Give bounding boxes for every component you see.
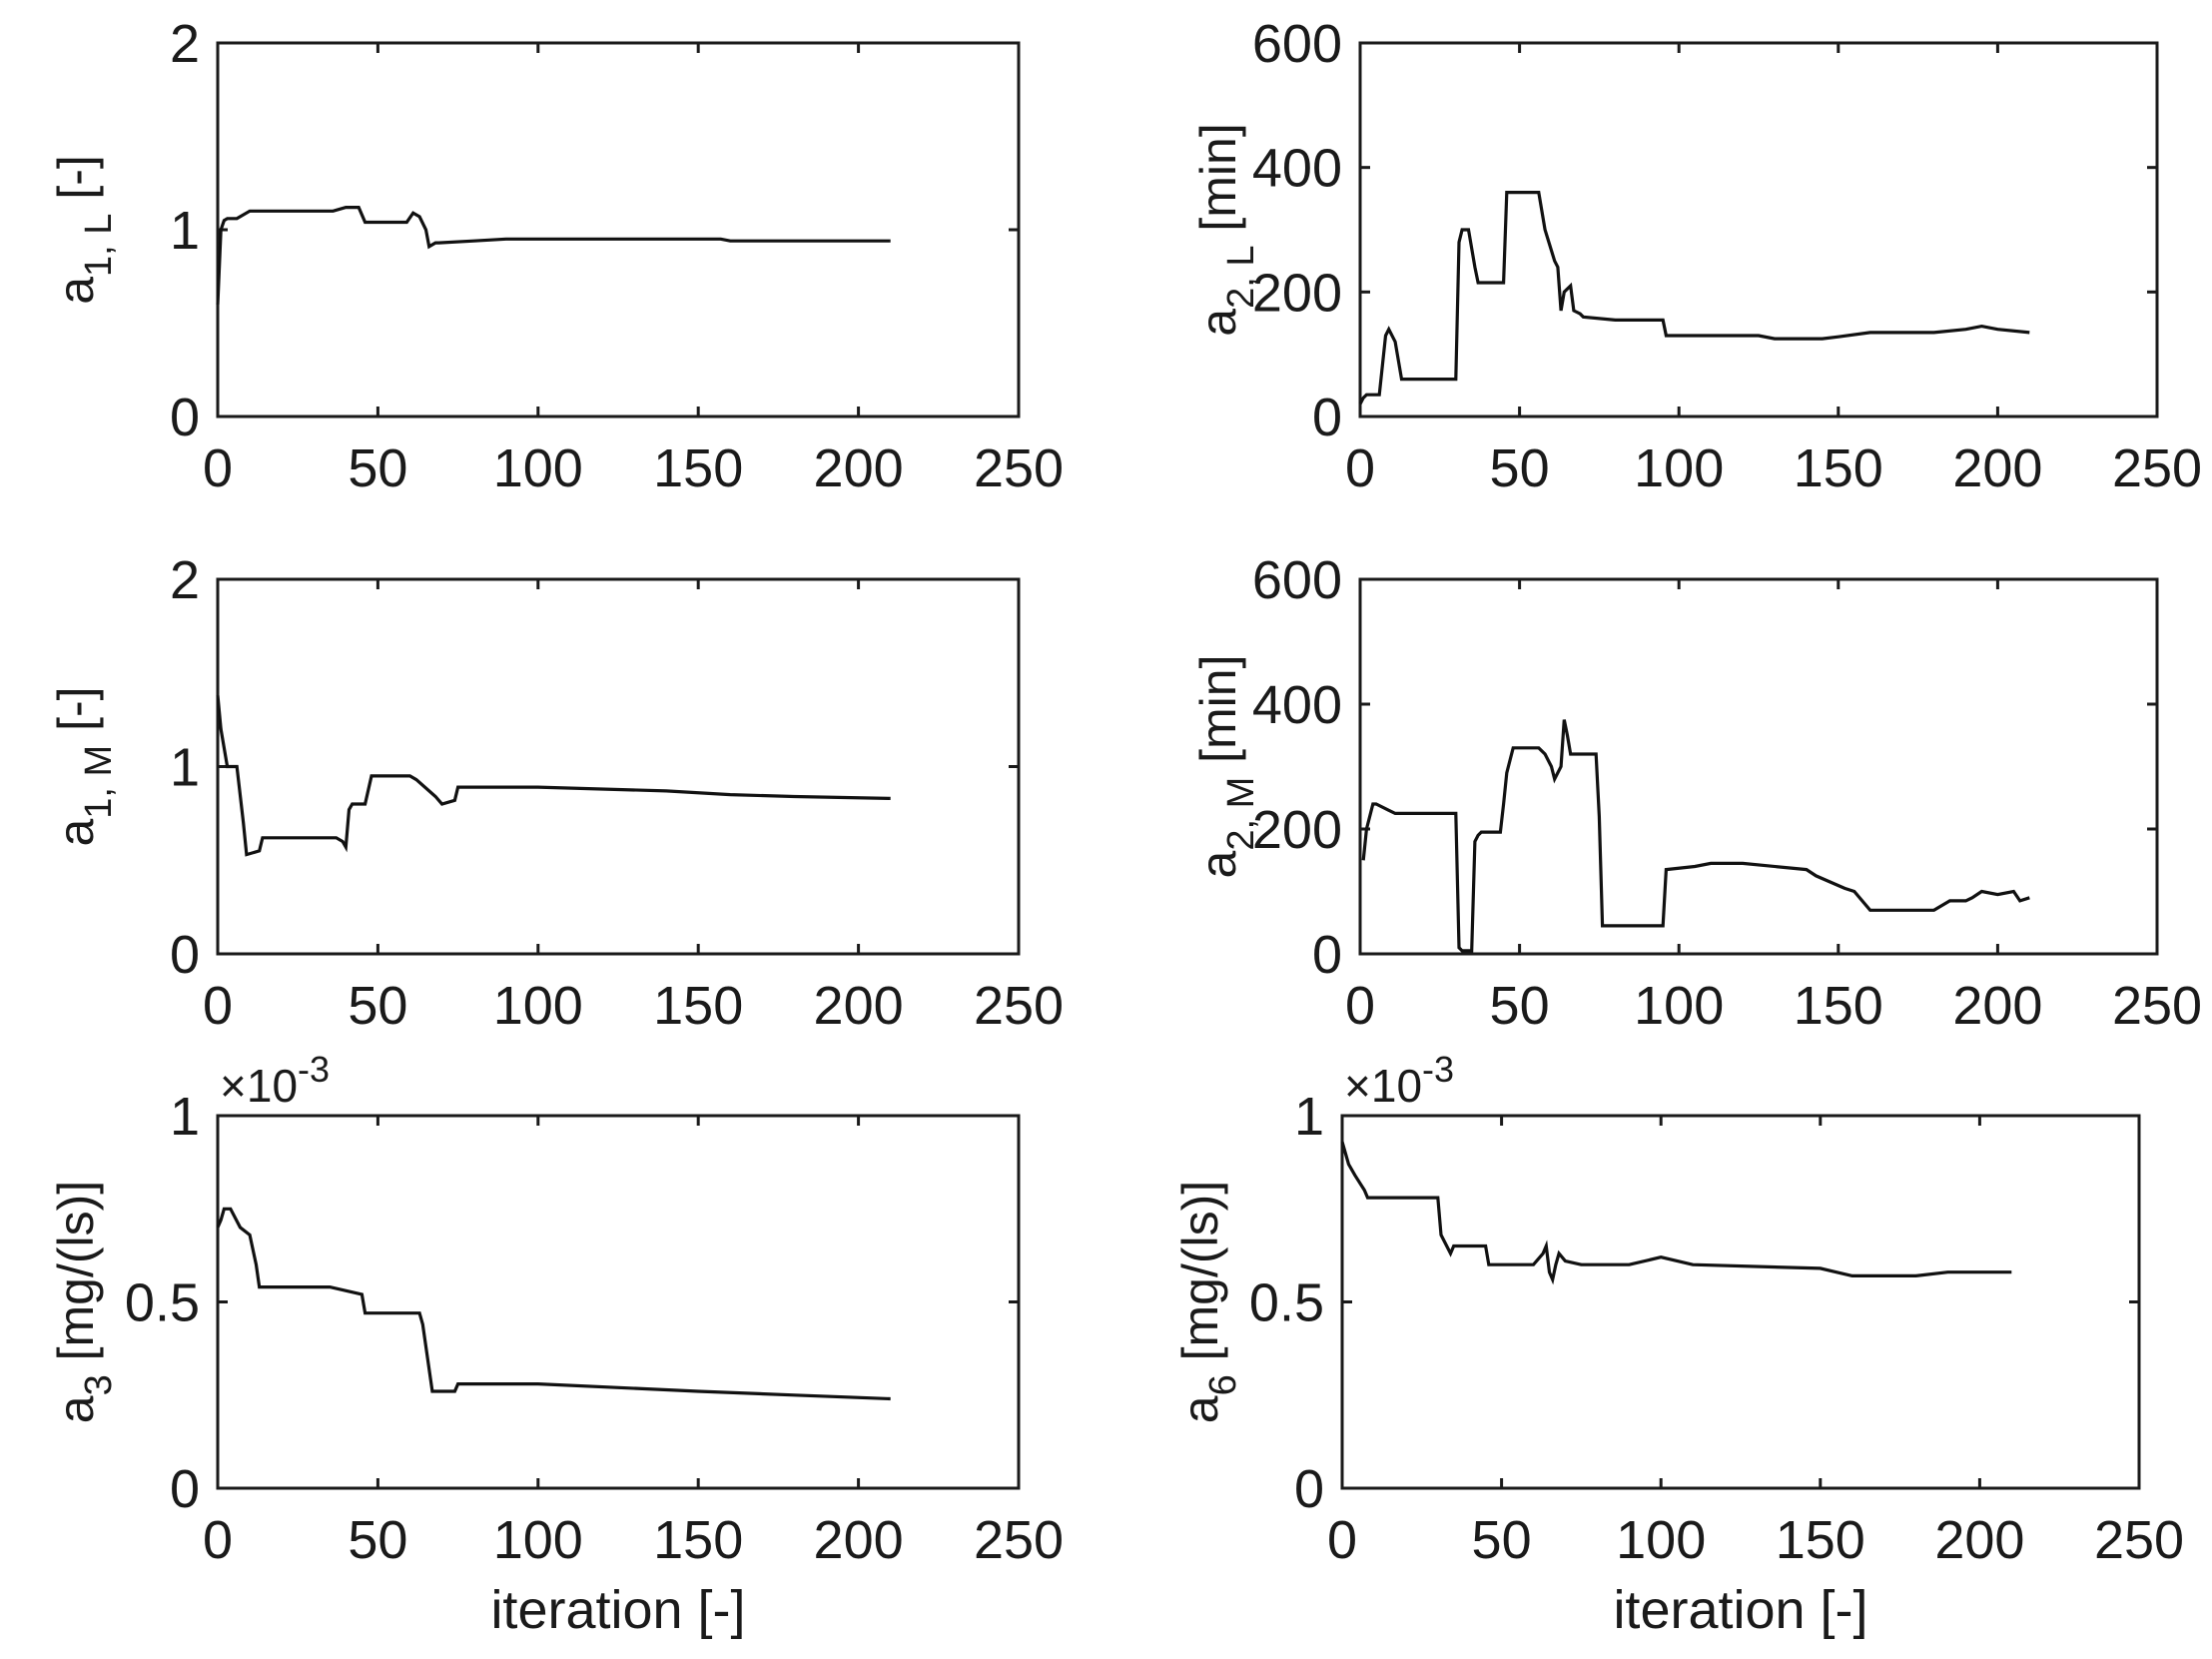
axes-frame (216, 41, 1021, 418)
x-tick-label: 100 (493, 1510, 583, 1570)
x-tick-label: 150 (653, 976, 743, 1036)
y-tick-label: 1 (170, 1087, 200, 1147)
panel-top-right: 0 50 100 150 200 250 0 200 400 600 a2, L [min] (1190, 14, 2202, 498)
y-tick-label: 600 (1252, 550, 1342, 610)
x-tick-label: 100 (1616, 1510, 1706, 1570)
x-tick-label: 0 (1345, 976, 1375, 1036)
panel-bottom-right: 0 50 100 150 200 250 0 0.5 1 ×10-3 a6 [mg/(ls)] ite… (1172, 1049, 2184, 1640)
x-tick-label: 150 (653, 438, 743, 498)
x-tick-label: 200 (1952, 976, 2042, 1036)
x-tick-label: 250 (2094, 1510, 2184, 1570)
y-axis-label: a3 [mg/(ls)] (48, 1181, 120, 1423)
x-tick-label: 200 (814, 1510, 904, 1570)
x-tick-label: 0 (1327, 1510, 1357, 1570)
x-tick-label: 150 (653, 1510, 743, 1570)
panel-bottom-left: 0 50 100 150 200 250 0 0.5 1 ×10-3 a3 [mg/(ls)] ite… (48, 1049, 1064, 1640)
x-tick-label: 0 (1345, 438, 1375, 498)
series-line-a2L (1358, 191, 2030, 406)
y-axis-label: a1, M [-] (48, 686, 120, 846)
y-tick-label: 400 (1252, 139, 1342, 199)
x-tick-label: 50 (348, 976, 407, 1036)
x-tick-label: 200 (814, 976, 904, 1036)
axes-frame (1358, 577, 2159, 956)
y-tick-label: 400 (1252, 675, 1342, 735)
y-axis-label: a6 [mg/(ls)] (1172, 1181, 1244, 1423)
y-tick-label: 600 (1252, 14, 1342, 74)
y-tick-label: 1 (170, 738, 200, 798)
x-tick-label: 50 (1490, 976, 1550, 1036)
x-tick-label: 200 (814, 438, 904, 498)
y-tick-label: 2 (170, 550, 200, 610)
series-line-a1M (216, 695, 891, 857)
x-tick-label: 50 (1490, 438, 1550, 498)
y-exponent-label: ×10-3 (220, 1049, 330, 1112)
x-tick-label: 100 (493, 438, 583, 498)
x-tick-label: 250 (2112, 438, 2202, 498)
x-tick-label: 0 (203, 438, 233, 498)
x-tick-label: 150 (1776, 1510, 1865, 1570)
x-tick-label: 50 (348, 438, 407, 498)
x-tick-label: 150 (1794, 438, 1883, 498)
series-line-a1L (216, 206, 891, 305)
x-tick-label: 200 (1934, 1510, 2024, 1570)
series-line-a3 (216, 1207, 891, 1401)
x-tick-label: 250 (974, 1510, 1064, 1570)
y-tick-label: 0 (170, 1459, 200, 1519)
y-axis-label: a2, L [min] (1190, 123, 1262, 336)
x-tick-label: 0 (203, 1510, 233, 1570)
axes-frame (1340, 1114, 2141, 1490)
x-tick-label: 0 (203, 976, 233, 1036)
axes-frame (216, 577, 1021, 956)
y-axis-label: a2, M [min] (1190, 655, 1262, 879)
axes-frame (216, 1114, 1021, 1490)
y-tick-label: 1 (1294, 1087, 1324, 1147)
x-tick-label: 200 (1952, 438, 2042, 498)
x-tick-label: 100 (1634, 438, 1724, 498)
panel-middle-left: 0 50 100 150 200 250 0 1 2 a1, M [-] (48, 550, 1064, 1036)
x-axis-label: iteration [-] (490, 1580, 745, 1640)
axes-frame (1358, 41, 2159, 418)
y-tick-label: 0 (170, 925, 200, 985)
y-tick-label: 0 (1294, 1459, 1324, 1519)
x-tick-label: 100 (493, 976, 583, 1036)
y-tick-label: 1 (170, 201, 200, 261)
panel-top-left: 0 50 100 150 200 250 0 1 2 a1, L [-] (48, 14, 1064, 498)
panel-middle-right: 0 50 100 150 200 250 0 200 400 600 a2, M [min] (1190, 550, 2202, 1036)
x-tick-label: 250 (974, 438, 1064, 498)
x-tick-label: 50 (348, 1510, 407, 1570)
x-tick-label: 250 (974, 976, 1064, 1036)
y-axis-label: a1, L [-] (48, 155, 120, 305)
series-line-a6 (1340, 1141, 2012, 1285)
x-axis-label: iteration [-] (1613, 1580, 1867, 1640)
y-tick-label: 0.5 (1249, 1273, 1324, 1333)
y-tick-label: 2 (170, 14, 200, 74)
y-tick-label: 200 (1252, 263, 1342, 323)
series-line-a2M (1361, 719, 2030, 953)
x-tick-label: 250 (2112, 976, 2202, 1036)
y-tick-label: 200 (1252, 800, 1342, 860)
x-tick-label: 150 (1794, 976, 1883, 1036)
y-tick-label: 0 (170, 388, 200, 447)
y-tick-label: 0 (1312, 388, 1342, 447)
y-tick-label: 0 (1312, 925, 1342, 985)
x-tick-label: 100 (1634, 976, 1724, 1036)
x-tick-label: 50 (1472, 1510, 1532, 1570)
y-tick-label: 0.5 (125, 1273, 200, 1333)
y-exponent-label: ×10-3 (1344, 1049, 1454, 1112)
